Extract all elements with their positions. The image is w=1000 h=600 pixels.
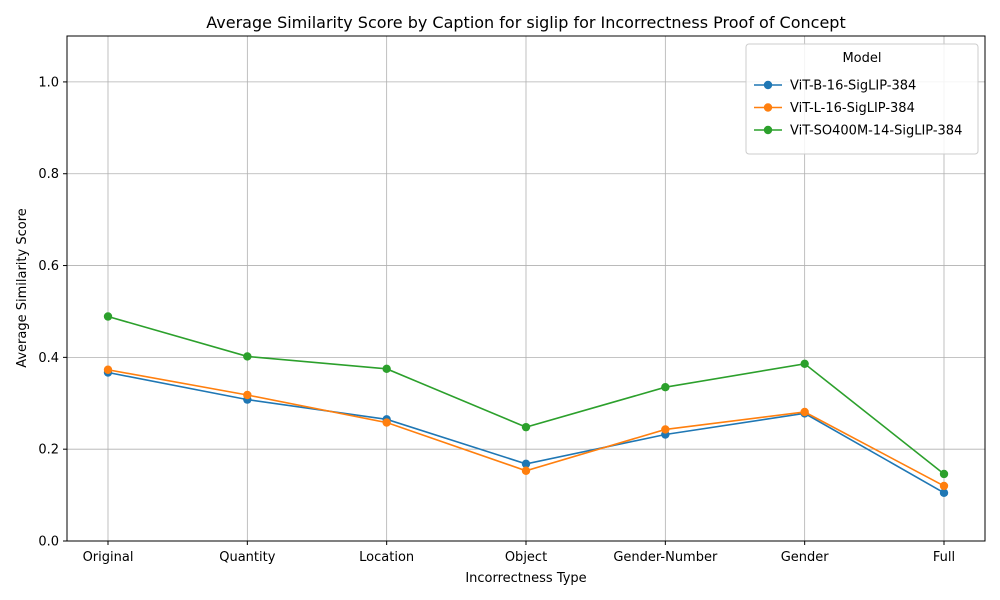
series-group — [103, 312, 949, 479]
y-axis-label: Average Similarity Score — [15, 208, 30, 368]
data-point — [939, 469, 949, 479]
x-axis: Original Quantity Location Object Gender-Num… — [83, 541, 955, 565]
data-point — [521, 459, 531, 469]
legend-marker-swatch — [763, 80, 773, 90]
legend-box — [745, 43, 979, 155]
data-point — [103, 365, 113, 374]
data-point — [103, 312, 113, 321]
legend-entry-label: ViT-L-16-SigLIP-384 — [790, 101, 915, 116]
x-tick-label: Original — [83, 550, 134, 565]
x-tick-label: Gender-Number — [613, 550, 718, 565]
legend-marker-swatch — [763, 103, 773, 112]
chart-title: Average Similarity Score by Caption for … — [206, 13, 845, 32]
data-point — [800, 407, 809, 417]
data-point — [661, 425, 670, 434]
x-tick-label: Gender — [781, 550, 830, 565]
y-tick-label: 0.2 — [38, 443, 59, 458]
series-group — [103, 365, 949, 491]
x-tick-label: Full — [933, 550, 955, 565]
x-tick-label: Location — [359, 550, 414, 565]
data-point — [243, 352, 252, 361]
data-point — [939, 488, 949, 497]
data-point — [382, 364, 391, 374]
legend-entry-label: ViT-SO400M-14-SigLIP-384 — [790, 124, 962, 139]
data-point — [800, 359, 809, 368]
y-tick-label: 0.6 — [38, 259, 59, 274]
y-tick-label: 0.8 — [38, 167, 59, 182]
legend: Model ViT-B-16-SigLIP-384 ViT-L-16-SigLIP-… — [745, 43, 979, 155]
data-point — [382, 418, 391, 427]
y-tick-label: 0.4 — [38, 351, 59, 366]
data-point — [521, 422, 531, 432]
y-tick-label: 1.0 — [38, 75, 59, 90]
legend-title: Model — [842, 51, 881, 66]
data-point — [939, 481, 949, 491]
data-point — [243, 390, 252, 400]
legend-marker-swatch — [763, 125, 773, 135]
data-point — [521, 466, 531, 475]
x-tick-label: Object — [505, 550, 547, 565]
x-axis-label: Incorrectness Type — [465, 571, 586, 586]
series-layer — [103, 312, 949, 497]
data-point — [661, 383, 670, 392]
x-tick-label: Quantity — [219, 550, 275, 565]
y-axis: 0.0 0.2 0.4 0.6 0.8 1.0 — [38, 75, 67, 550]
y-tick-label: 0.0 — [38, 535, 59, 550]
legend-entry-label: ViT-B-16-SigLIP-384 — [790, 79, 916, 94]
